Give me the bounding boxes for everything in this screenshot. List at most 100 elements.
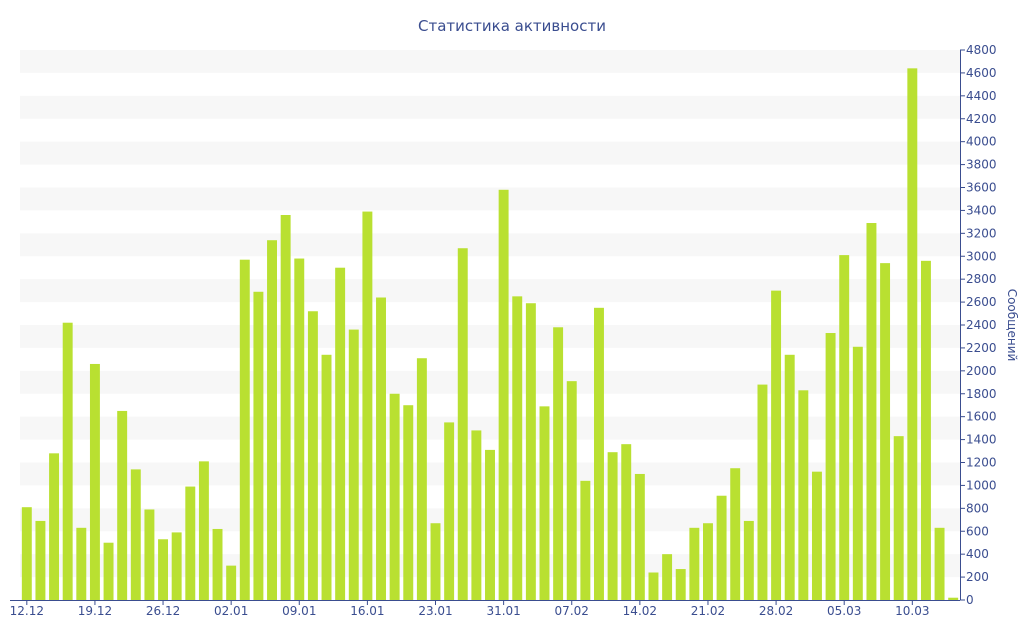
grid-band bbox=[20, 141, 960, 165]
bar bbox=[648, 572, 659, 600]
bar bbox=[471, 430, 482, 600]
grid-band bbox=[20, 416, 960, 440]
bar bbox=[89, 363, 100, 600]
y-tick-label: 600 bbox=[966, 524, 989, 538]
bar bbox=[621, 444, 632, 600]
bar bbox=[35, 520, 46, 600]
grid-band bbox=[20, 279, 960, 303]
bar bbox=[607, 452, 618, 600]
y-tick-label: 3400 bbox=[966, 203, 997, 217]
bar bbox=[839, 255, 850, 600]
bar bbox=[403, 405, 414, 600]
grid-band bbox=[20, 50, 960, 73]
bar bbox=[525, 303, 536, 600]
bar bbox=[376, 297, 386, 600]
x-tick-label: 31.01 bbox=[486, 604, 520, 618]
bar bbox=[703, 523, 713, 600]
bar bbox=[457, 248, 468, 601]
bar bbox=[771, 290, 782, 601]
y-tick-label: 1400 bbox=[966, 433, 997, 447]
bar bbox=[893, 436, 904, 600]
bar bbox=[130, 469, 141, 601]
bar bbox=[634, 473, 645, 600]
x-tick-label: 05.03 bbox=[827, 604, 861, 618]
bar bbox=[934, 527, 945, 600]
bar bbox=[880, 263, 891, 601]
y-tick-label: 3200 bbox=[966, 226, 997, 240]
y-tick-label: 2600 bbox=[966, 295, 997, 309]
x-tick-label: 28.02 bbox=[759, 604, 793, 618]
bar bbox=[580, 480, 591, 600]
bar bbox=[171, 532, 182, 600]
bar bbox=[117, 410, 128, 600]
y-tick-label: 2800 bbox=[966, 272, 997, 286]
x-tick-label: 19.12 bbox=[78, 604, 112, 618]
bar bbox=[743, 520, 754, 600]
grid-band bbox=[20, 187, 960, 211]
bar bbox=[594, 307, 604, 600]
y-tick-label: 4800 bbox=[966, 43, 997, 57]
y-tick-label: 3800 bbox=[966, 158, 997, 172]
x-tick-label: 26.12 bbox=[146, 604, 180, 618]
y-tick-label: 2200 bbox=[966, 341, 997, 355]
bar bbox=[716, 495, 727, 600]
bar bbox=[852, 346, 863, 600]
bar bbox=[907, 68, 918, 600]
y-tick-label: 3600 bbox=[966, 181, 997, 195]
y-tick-label: 4200 bbox=[966, 112, 997, 126]
bar bbox=[62, 322, 73, 600]
bar bbox=[158, 539, 169, 600]
y-tick-label: 1000 bbox=[966, 478, 997, 492]
grid-band bbox=[20, 370, 960, 394]
bar bbox=[389, 393, 400, 600]
grid-band bbox=[20, 233, 960, 257]
bar bbox=[825, 333, 836, 600]
bar bbox=[21, 507, 32, 600]
bar bbox=[539, 406, 550, 600]
bar bbox=[226, 565, 237, 601]
bar bbox=[294, 258, 305, 600]
bar bbox=[811, 471, 822, 600]
bar bbox=[239, 259, 250, 600]
x-tick-label: 21.02 bbox=[691, 604, 725, 618]
bar bbox=[144, 509, 155, 600]
bar bbox=[185, 486, 196, 600]
y-tick-label: 2400 bbox=[966, 318, 997, 332]
x-axis-ticks: 12.12 19.12 26.12 02.01 09.01 16.01 23.01 31.01… bbox=[10, 600, 929, 618]
y-tick-label: 4400 bbox=[966, 89, 997, 103]
bar bbox=[416, 358, 427, 600]
x-tick-label: 12.12 bbox=[10, 604, 44, 618]
x-tick-label: 23.01 bbox=[418, 604, 452, 618]
y-tick-label: 1600 bbox=[966, 410, 997, 424]
bar bbox=[784, 354, 795, 600]
bar bbox=[689, 527, 700, 600]
bar bbox=[675, 569, 686, 600]
grid-band bbox=[20, 325, 960, 348]
bar bbox=[267, 240, 277, 600]
bar bbox=[307, 311, 318, 600]
y-axis-ticks: 0 200 400 600 800 1000 1200 1400 1600 1800 2000 220… bbox=[960, 43, 997, 607]
bar bbox=[335, 267, 346, 600]
bar bbox=[348, 329, 359, 600]
bar bbox=[498, 189, 509, 601]
y-tick-label: 4000 bbox=[966, 135, 997, 149]
y-tick-label: 800 bbox=[966, 501, 989, 515]
y-axis-label: Сообщений bbox=[1005, 289, 1019, 362]
bar bbox=[798, 390, 809, 600]
y-tick-label: 4600 bbox=[966, 66, 997, 80]
bar bbox=[920, 260, 931, 600]
y-tick-label: 2000 bbox=[966, 364, 997, 378]
bar bbox=[566, 381, 577, 600]
y-tick-label: 200 bbox=[966, 570, 989, 584]
bar bbox=[198, 461, 209, 600]
bar bbox=[362, 211, 373, 600]
bar bbox=[444, 422, 455, 600]
x-tick-label: 02.01 bbox=[214, 604, 248, 618]
x-tick-label: 10.03 bbox=[895, 604, 929, 618]
bar bbox=[430, 523, 441, 600]
bar bbox=[103, 542, 114, 600]
bar bbox=[49, 453, 60, 600]
bar bbox=[485, 449, 495, 600]
y-tick-label: 0 bbox=[966, 593, 974, 607]
